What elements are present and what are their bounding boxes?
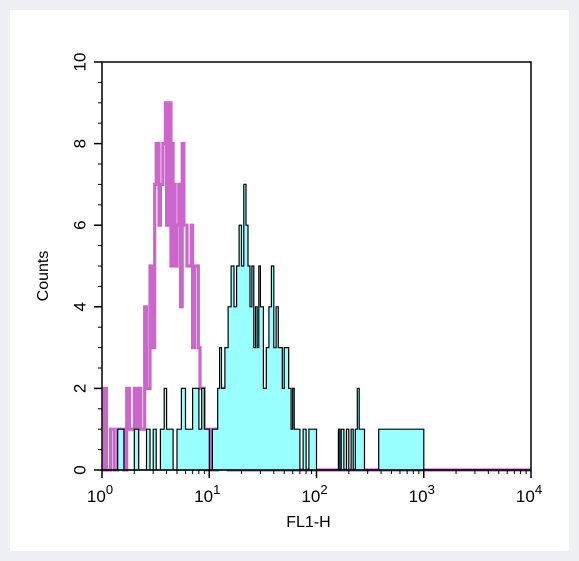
- y-tick-label: 2: [71, 384, 90, 393]
- series-2-filled-histogram: [102, 183, 531, 471]
- y-tick-label: 0: [71, 465, 90, 474]
- x-tick-label: 101: [194, 482, 220, 506]
- y-tick-label: 10: [71, 53, 90, 72]
- x-tick-label: 102: [301, 482, 327, 506]
- series-1-outline-histogram: [102, 101, 531, 472]
- histogram-chart: 100 101 102 103 104 0 2 4 6 8 10 FL1-H Counts: [35, 53, 542, 531]
- x-tick-label: 104: [516, 482, 542, 506]
- x-tick-label: 103: [409, 482, 435, 506]
- y-axis-label: Counts: [35, 251, 52, 302]
- y-tick-label: 4: [71, 302, 90, 311]
- x-axis: 100 101 102 103 104: [87, 470, 542, 506]
- y-tick-label: 8: [71, 139, 90, 148]
- y-tick-label: 6: [71, 220, 90, 229]
- chart-panel: 100 101 102 103 104 0 2 4 6 8 10 FL1-H Counts: [10, 10, 569, 551]
- y-axis: 0 2 4 6 8 10: [71, 53, 102, 475]
- x-axis-label: FL1-H: [286, 514, 330, 531]
- series-layer: [102, 101, 531, 472]
- x-tick-label: 100: [87, 482, 113, 506]
